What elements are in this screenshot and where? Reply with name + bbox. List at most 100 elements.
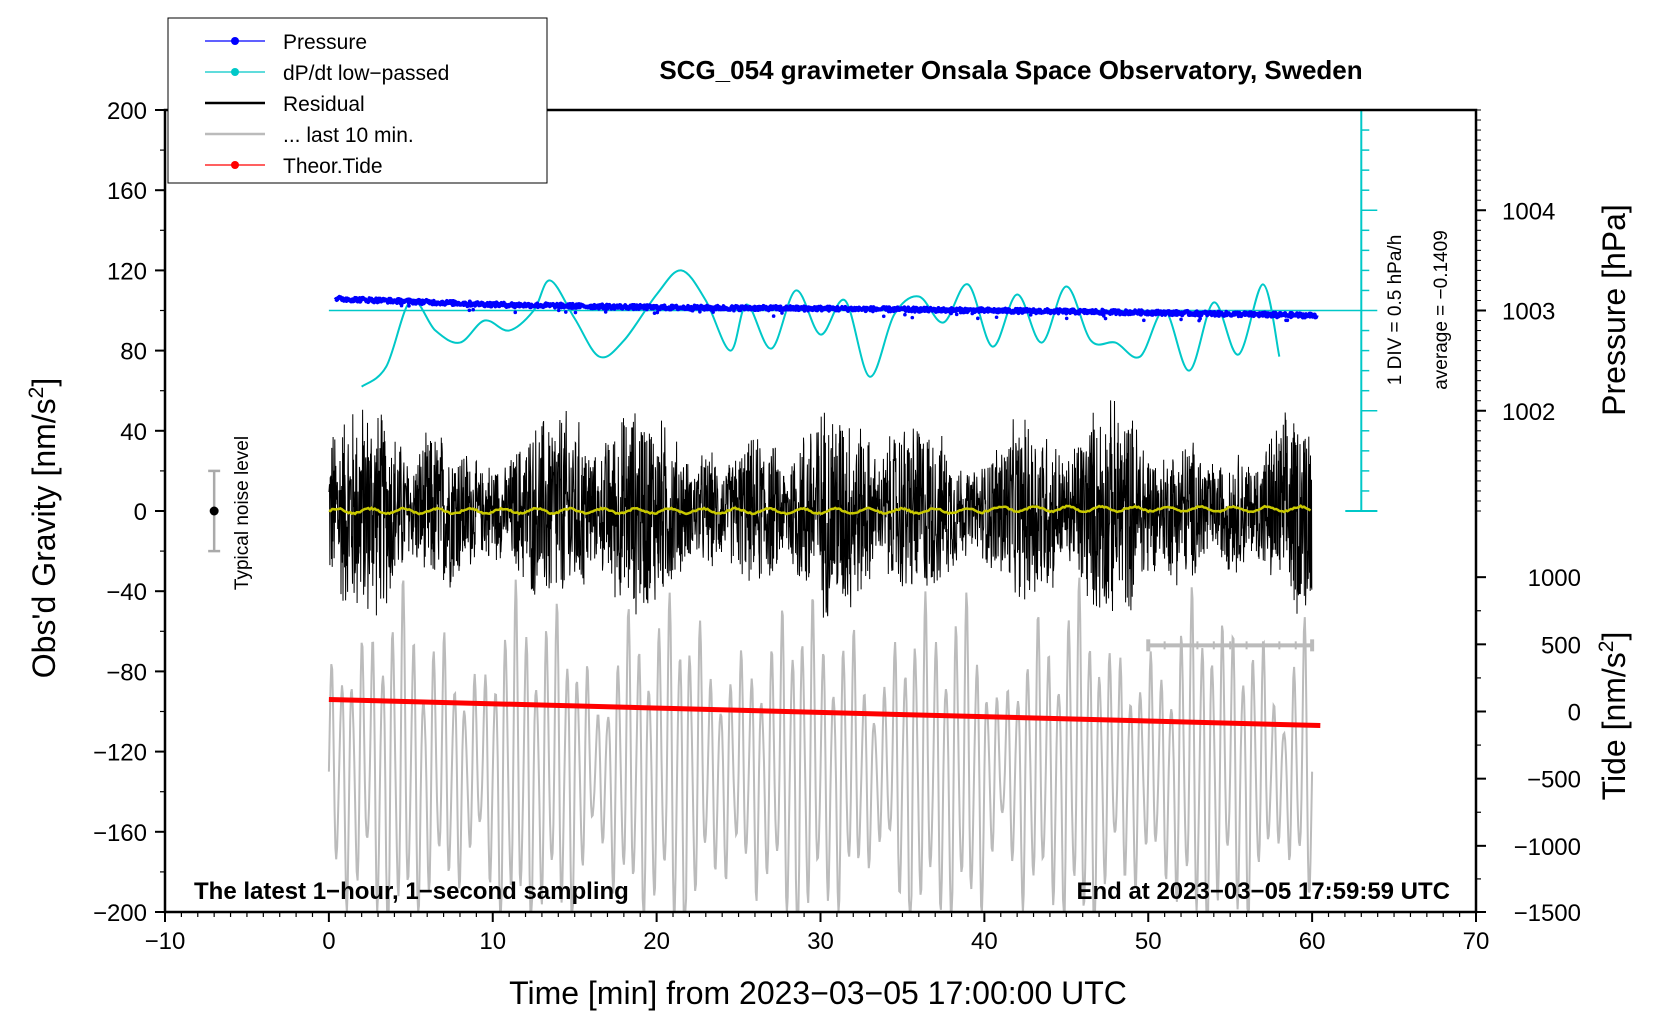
x-tick-label: 70 xyxy=(1463,928,1490,955)
y-tick-label: −200 xyxy=(93,900,147,927)
pressure-outlier xyxy=(407,304,411,308)
y-axis-label-close: ] xyxy=(26,378,62,387)
pressure-outlier xyxy=(603,310,608,314)
average-label: average = −0.1409 xyxy=(1431,230,1452,390)
pressure-outlier xyxy=(1198,316,1202,321)
y-tick-label: 0 xyxy=(134,499,147,526)
y-tick-label: 80 xyxy=(120,339,147,366)
pressure-outlier xyxy=(504,305,509,309)
pressure-outlier xyxy=(467,308,472,313)
pressure-outlier xyxy=(690,308,695,313)
legend-entry: ... last 10 min. xyxy=(205,124,414,147)
pressure-outlier xyxy=(1064,316,1069,321)
y-axis-label-text: Obs'd Gravity [nm/s xyxy=(26,398,62,678)
legend-entry: dP/dt low−passed xyxy=(205,62,449,85)
legend-label: Residual xyxy=(283,93,365,116)
x-axis-label: Time [min] from 2023−03−05 17:00:00 UTC xyxy=(509,975,1127,1011)
pressure-outlier xyxy=(711,310,715,314)
tide-tick-label: −1500 xyxy=(1514,900,1581,927)
tide-trace xyxy=(328,696,1321,729)
chart-title: SCG_054 gravimeter Onsala Space Observat… xyxy=(659,55,1362,85)
x-tick-label: 50 xyxy=(1135,928,1162,955)
legend-marker xyxy=(231,37,239,45)
legend-label: Theor.Tide xyxy=(283,155,383,178)
pressure-outlier xyxy=(513,305,517,310)
y-tick-label: 40 xyxy=(120,419,147,446)
sampling-note: The latest 1−hour, 1−second sampling xyxy=(194,878,629,905)
tide-axis-label-exp: 2 xyxy=(1595,641,1618,653)
data-traces xyxy=(208,109,1378,913)
pressure-outlier xyxy=(563,310,568,314)
pressure-outlier xyxy=(903,312,907,317)
axes: −10 0 10 20 30 40 50 60 70 200 160 120 80 40 0 −40 −80 −1… xyxy=(93,98,1581,955)
x-axis-label-month: 03 xyxy=(829,975,865,1011)
y-tick-label: 160 xyxy=(107,178,147,205)
y-axis-label: Obs'd Gravity [nm/s2] xyxy=(25,378,62,679)
y-tick-label: −160 xyxy=(93,820,147,847)
pressure-outlier xyxy=(949,311,953,316)
pressure-tick-label: 1002 xyxy=(1502,399,1555,426)
legend-entry: Pressure xyxy=(205,31,367,54)
legend-label: ... last 10 min. xyxy=(283,124,414,147)
pressure-outlier xyxy=(780,311,784,315)
legend-entry: Residual xyxy=(205,93,365,116)
pressure-outlier xyxy=(1179,317,1183,322)
tide-tick-label: 500 xyxy=(1541,632,1581,659)
pressure-outlier xyxy=(954,312,959,317)
legend-label: dP/dt low−passed xyxy=(283,62,449,85)
x-tick-label: 30 xyxy=(807,928,834,955)
tide-tick-label: 1000 xyxy=(1528,565,1581,592)
pressure-axis-label: Pressure [hPa] xyxy=(1596,204,1632,416)
pressure-outlier xyxy=(802,309,807,313)
pressure-trace xyxy=(333,294,1319,323)
tide-axis-label-close: ] xyxy=(1596,632,1632,641)
x-tick-label: 10 xyxy=(479,928,506,955)
x-tick-label: 0 xyxy=(322,928,335,955)
pressure-outlier xyxy=(556,308,561,313)
pressure-outlier xyxy=(652,311,657,315)
legend: Pressure dP/dt low−passed Residual ... last… xyxy=(167,17,548,184)
pressure-outlier xyxy=(513,310,518,315)
y-tick-label: 200 xyxy=(107,98,147,125)
last-10-min-trace xyxy=(327,577,1314,913)
tide-tick-label: 0 xyxy=(1568,700,1581,727)
legend-box xyxy=(167,17,548,184)
tide-tick-label: −500 xyxy=(1527,767,1581,794)
pressure-tick-label: 1004 xyxy=(1502,198,1555,225)
pressure-outlier xyxy=(1101,314,1106,318)
x-tick-label: 20 xyxy=(643,928,670,955)
pressure-outlier xyxy=(1142,318,1146,323)
legend-marker xyxy=(231,68,239,76)
pressure-outlier xyxy=(1284,318,1288,323)
x-tick-label: −10 xyxy=(145,928,186,955)
pressure-tick-label: 1003 xyxy=(1502,299,1555,326)
x-axis-label-prefix: Time [min] from 2023 xyxy=(509,975,810,1011)
x-axis-label-day: 05 xyxy=(883,975,919,1011)
end-time-note: End at 2023−03−05 17:59:59 UTC xyxy=(1076,878,1450,905)
residual-trace xyxy=(328,400,1313,618)
pressure-outlier xyxy=(771,314,776,318)
legend-marker xyxy=(231,161,239,169)
y-axis-label-exp: 2 xyxy=(25,387,48,399)
x-axis-label-time: 17:00:00 UTC xyxy=(928,975,1127,1011)
pressure-outlier xyxy=(573,310,578,315)
residual-smoothed-trace xyxy=(328,504,1312,516)
pressure-outlier xyxy=(655,310,660,315)
pressure-outlier xyxy=(994,315,999,320)
x-tick-label: 40 xyxy=(971,928,998,955)
legend-label: Pressure xyxy=(283,31,367,54)
pressure-outlier xyxy=(1103,316,1108,321)
pressure-outlier xyxy=(1275,315,1279,320)
pressure-outlier xyxy=(970,311,975,316)
y-tick-label: 120 xyxy=(107,258,147,285)
div-scale-label: 1 DIV = 0.5 hPa/h xyxy=(1385,235,1406,386)
pressure-outlier xyxy=(910,315,915,320)
y-tick-label: −80 xyxy=(106,659,147,686)
pressure-outlier xyxy=(465,304,470,309)
pressure-line xyxy=(333,294,1319,320)
noise-level-label: Typical noise level xyxy=(232,436,253,590)
labels: SCG_054 gravimeter Onsala Space Observat… xyxy=(25,55,1632,1011)
pressure-outlier xyxy=(471,307,475,312)
